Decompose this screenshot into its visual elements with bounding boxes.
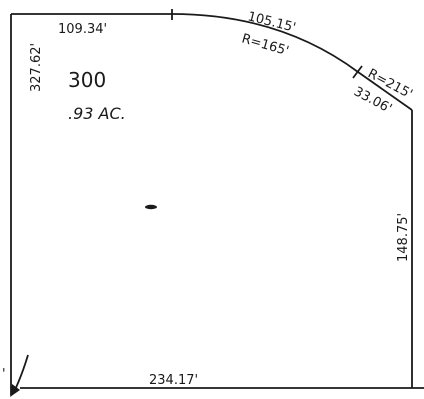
lot-boundary — [10, 9, 424, 397]
partial-edge-label: ' — [2, 367, 6, 382]
bottom-dimension: 234.17' — [149, 373, 198, 388]
curve-junction-tick — [352, 65, 363, 79]
corner-arrow-head — [10, 384, 20, 397]
right-dimension: 148.75' — [396, 213, 411, 262]
curve-radius-label: R=165' — [240, 31, 291, 59]
curve-length-label: 105.15' — [246, 9, 297, 35]
lot-number: 300 — [68, 68, 106, 92]
lot-area: .93 AC. — [68, 104, 126, 123]
curve-boundary-r215 — [357, 71, 413, 111]
interior-mark — [145, 204, 157, 210]
corner-arrow — [13, 354, 29, 393]
top-dimension: 109.34' — [58, 22, 107, 37]
left-dimension: 327.62' — [29, 43, 44, 92]
curve-boundary-r165 — [171, 13, 359, 73]
